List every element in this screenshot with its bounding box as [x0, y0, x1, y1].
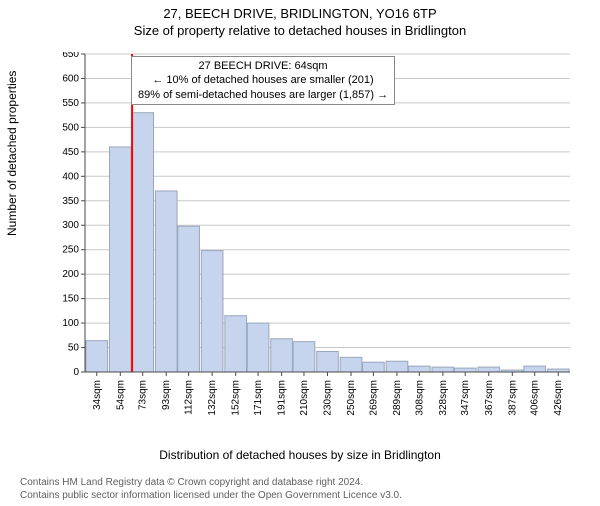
callout-line-2: ← 10% of detached houses are smaller (20…: [138, 73, 388, 87]
histogram-bar: [132, 113, 154, 372]
x-tick-label: 328sqm: [438, 380, 449, 416]
y-tick-label: 50: [68, 343, 80, 354]
x-tick-label: 289sqm: [392, 380, 403, 416]
callout-box: 27 BEECH DRIVE: 64sqm ← 10% of detached …: [131, 56, 395, 105]
histogram-bar: [247, 323, 269, 372]
x-tick-label: 132sqm: [207, 380, 218, 416]
y-tick-label: 100: [62, 318, 79, 329]
histogram-bar: [155, 191, 177, 372]
x-tick-label: 112sqm: [184, 380, 195, 415]
x-tick-label: 347sqm: [460, 380, 471, 416]
histogram-bar: [271, 339, 293, 372]
histogram-bar: [408, 366, 430, 372]
callout-line-3: 89% of semi-detached houses are larger (…: [138, 88, 388, 102]
y-tick-label: 300: [62, 220, 79, 231]
y-tick-label: 550: [62, 98, 79, 109]
chart-subtitle: Size of property relative to detached ho…: [0, 23, 600, 38]
y-tick-label: 600: [62, 73, 79, 84]
footer-attribution: Contains HM Land Registry data © Crown c…: [20, 477, 402, 502]
x-tick-label: 93sqm: [161, 380, 172, 410]
footer-line-1: Contains HM Land Registry data © Crown c…: [20, 477, 402, 490]
y-tick-label: 450: [62, 147, 79, 158]
x-tick-label: 34sqm: [92, 380, 103, 410]
x-tick-label: 367sqm: [484, 380, 495, 416]
y-tick-label: 150: [62, 294, 79, 305]
x-tick-label: 426sqm: [553, 380, 564, 416]
histogram-bar: [293, 342, 315, 372]
histogram-bar: [178, 226, 200, 372]
x-tick-label: 73sqm: [138, 380, 149, 410]
x-tick-label: 250sqm: [346, 380, 357, 416]
chart-title: 27, BEECH DRIVE, BRIDLINGTON, YO16 6TP: [0, 6, 600, 21]
x-tick-label: 308sqm: [414, 380, 425, 416]
histogram-bar: [340, 357, 362, 372]
x-tick-label: 387sqm: [507, 380, 518, 416]
y-tick-label: 400: [62, 171, 79, 182]
y-tick-label: 650: [62, 52, 79, 60]
histogram-bar: [524, 366, 546, 372]
x-tick-label: 210sqm: [299, 380, 310, 416]
plot-area: 0 50 100 150 200 250 300 350 400 450 500 550 600 650 3…: [55, 52, 575, 420]
x-tick-label: 191sqm: [277, 380, 288, 416]
histogram-bar: [225, 316, 247, 372]
y-tick-label: 200: [62, 269, 79, 280]
histogram-bar: [363, 362, 385, 372]
chart-container: 27, BEECH DRIVE, BRIDLINGTON, YO16 6TP S…: [0, 6, 600, 506]
histogram-bar: [386, 361, 408, 372]
x-axis-label: Distribution of detached houses by size …: [0, 448, 600, 462]
x-tick-label: 406sqm: [530, 380, 541, 416]
histogram-bar: [432, 367, 454, 372]
x-tick-label: 54sqm: [115, 380, 126, 410]
x-tick-label: 171sqm: [253, 380, 264, 416]
histogram-bar: [317, 351, 339, 372]
histogram-bar: [454, 368, 476, 372]
histogram-svg: 0 50 100 150 200 250 300 350 400 450 500 550 600 650 3…: [55, 52, 575, 420]
y-axis-label: Number of detached properties: [5, 71, 19, 236]
x-tick-label: 269sqm: [368, 380, 379, 416]
x-tick-label: 152sqm: [231, 380, 242, 416]
y-tick-label: 250: [62, 245, 79, 256]
y-tick-label: 500: [62, 122, 79, 133]
title-block: 27, BEECH DRIVE, BRIDLINGTON, YO16 6TP S…: [0, 6, 600, 38]
histogram-bar: [109, 147, 131, 372]
histogram-bar: [201, 251, 223, 372]
histogram-bar: [478, 367, 500, 372]
x-tick-label: 230sqm: [323, 380, 334, 416]
footer-line-2: Contains public sector information licen…: [20, 490, 402, 503]
y-tick-label: 0: [73, 367, 79, 378]
callout-line-1: 27 BEECH DRIVE: 64sqm: [138, 59, 388, 73]
y-tick-label: 350: [62, 196, 79, 207]
histogram-bar: [86, 341, 108, 372]
